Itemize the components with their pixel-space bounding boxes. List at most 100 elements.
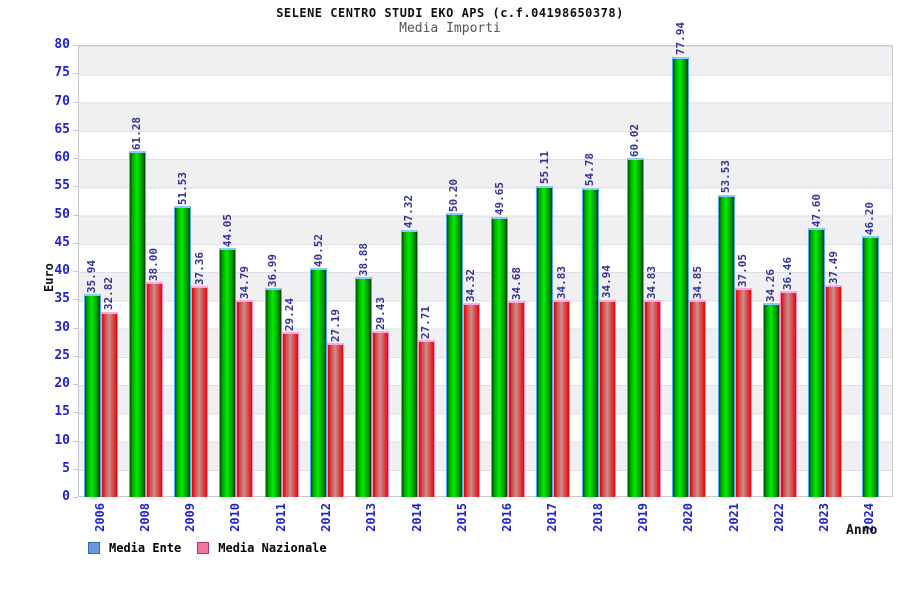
bar-media-nazionale-2008: 38.00 [145,248,163,497]
x-tick-label-2015: 2015 [454,503,469,532]
bar-value-label-media-nazionale-2013: 29.43 [373,296,387,330]
bar-value-label-media-nazionale-2019: 34.83 [645,266,659,300]
bar-media-nazionale-2021: 37.05 [734,254,752,497]
y-tick-label-15: 15 [54,404,70,420]
y-tick-mark [73,129,78,131]
bar-media-ente-2019: 60.02 [626,124,644,497]
bar-value-label-media-nazionale-2011: 29.24 [283,297,297,331]
bar-media-ente-2015: 50.20 [445,179,463,497]
bar-media-nazionale-2011: 29.24 [281,298,299,497]
y-tick-mark [73,271,78,272]
bar-value-label-media-nazionale-2012: 27.19 [328,309,342,343]
bar-group-2013: 38.88 29.43 [350,45,395,497]
y-tick-mark [73,158,78,159]
bar-group-2023: 47.60 37.49 [802,45,847,497]
y-tick-label-35: 35 [54,291,70,307]
y-tick-mark [73,73,78,75]
bar-media-ente-2016: 49.65 [491,182,509,497]
bar-group-2017: 55.11 34.83 [531,45,576,497]
bar-value-label-media-ente-2008: 61.28 [130,116,144,150]
bar-group-2006: 35.94 32.82 [78,45,123,497]
bar-group-2009: 51.53 37.36 [169,45,214,497]
bar-group-2014: 47.32 27.71 [395,45,440,497]
bar-group-2010: 44.05 34.79 [214,45,259,497]
y-tick-mark [73,440,78,442]
x-tick-label-2021: 2021 [726,503,741,532]
y-tick-label-65: 65 [54,121,70,137]
bar-media-ente-2022: 34.26 [762,269,780,497]
bar-value-label-media-ente-2012: 40.52 [311,233,325,268]
bar-value-label-media-ente-2019: 60.02 [628,123,642,157]
bar-group-2022: 34.26 36.46 [757,45,802,497]
y-tick-label-0: 0 [62,489,70,504]
bar-value-label-media-nazionale-2015: 34.32 [464,268,478,303]
y-tick-mark [73,497,78,498]
bar-media-ente-2008: 61.28 [128,117,146,497]
y-tick-label-40: 40 [54,263,70,278]
bar-group-2012: 40.52 27.19 [304,45,349,497]
x-tick-label-2019: 2019 [635,503,650,532]
bar-value-label-media-ente-2015: 50.20 [447,179,461,213]
bar-media-ente-2012: 40.52 [310,234,327,497]
bar-value-label-media-ente-2022: 34.26 [764,269,778,303]
bar-group-2018: 54.78 34.94 [576,45,621,497]
bar-value-label-media-nazionale-2020: 34.85 [690,265,704,300]
bar-value-label-media-ente-2020: 77.94 [673,22,687,56]
legend-swatch-media-nazionale [197,542,210,554]
bar-media-nazionale-2017: 34.83 [553,266,571,497]
plot-area [78,45,893,497]
y-tick-label-20: 20 [54,376,70,391]
bar-media-nazionale-2020: 34.85 [689,266,707,497]
bar-media-nazionale-2018: 34.94 [598,265,616,497]
bar-value-label-media-nazionale-2023: 37.49 [826,251,840,285]
bar-media-nazionale-2009: 37.36 [191,252,209,497]
bar-media-ente-2020: 77.94 [672,22,690,497]
bar-group-2021: 53.53 37.05 [712,45,757,497]
x-tick-label-2009: 2009 [183,503,198,532]
y-tick-label-60: 60 [54,150,70,165]
bar-value-label-media-nazionale-2010: 34.79 [237,266,251,300]
x-tick-label-2012: 2012 [319,503,334,532]
x-tick-label-2022: 2022 [771,503,786,532]
x-tick-label-2017: 2017 [545,503,560,532]
bar-value-label-media-ente-2021: 53.53 [719,160,732,194]
chart-title: SELENE CENTRO STUDI EKO APS (c.f.0419865… [276,6,624,20]
bar-media-ente-2017: 55.11 [536,151,554,497]
bar-value-label-media-nazionale-2021: 37.05 [736,253,749,287]
x-tick-label-2011: 2011 [273,503,288,532]
y-tick-label-10: 10 [54,432,70,448]
y-tick-label-50: 50 [54,206,70,222]
y-tick-mark [73,214,78,216]
bar-value-label-media-ente-2013: 38.88 [356,243,370,277]
bar-value-label-media-ente-2011: 36.99 [266,253,280,287]
y-tick-mark [73,412,78,414]
bar-value-label-media-ente-2016: 49.65 [492,182,506,216]
bar-media-nazionale-2019: 34.83 [643,266,661,497]
y-tick-mark [73,355,78,357]
bar-value-label-media-nazionale-2009: 37.36 [192,251,206,285]
bar-value-label-media-ente-2009: 51.53 [175,171,189,205]
y-tick-label-5: 5 [62,460,70,476]
bar-value-label-media-ente-2010: 44.05 [220,213,234,248]
bar-value-label-media-ente-2017: 55.11 [537,151,551,185]
bar-media-nazionale-2023: 37.49 [825,251,843,497]
legend-item-media-nazionale: Media Nazionale [197,541,327,555]
bar-value-label-media-nazionale-2006: 32.82 [102,277,116,311]
bar-media-ente-2024: 46.20 [861,202,879,497]
bar-media-nazionale-2010: 34.79 [236,266,254,497]
x-tick-label-2006: 2006 [92,503,107,532]
bar-value-label-media-ente-2024: 46.20 [863,201,877,235]
y-tick-mark [73,384,78,385]
bar-group-2020: 77.94 34.85 [667,22,712,497]
bar-group-2015: 50.20 34.32 [440,45,485,497]
bar-group-2016: 49.65 34.68 [486,45,531,497]
bar-value-label-media-nazionale-2008: 38.00 [147,248,161,282]
legend: Media Ente Media Nazionale [88,541,327,555]
y-tick-mark [73,299,78,301]
bar-value-label-media-ente-2006: 35.94 [85,259,99,293]
bar-media-nazionale-2013: 29.43 [372,297,390,497]
bar-media-ente-2023: 47.60 [808,194,826,497]
y-tick-mark [73,327,78,329]
x-tick-label-2016: 2016 [500,503,515,532]
